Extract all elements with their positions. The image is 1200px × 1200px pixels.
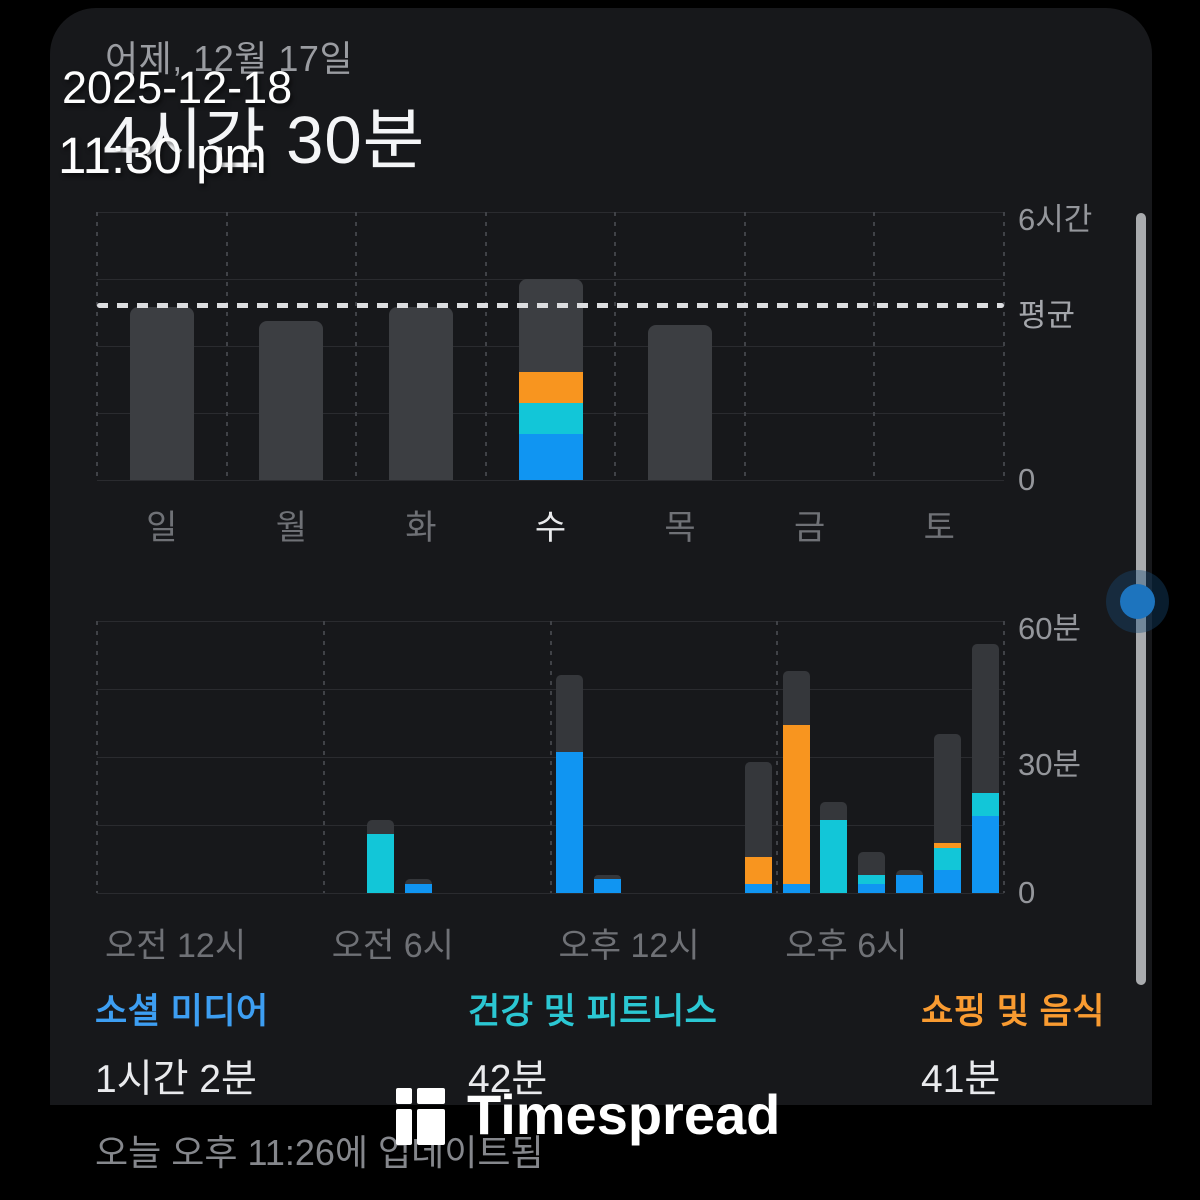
daily-bar-segment-other_daily[interactable] xyxy=(820,802,848,821)
daily-bar-segment-health[interactable] xyxy=(366,834,394,893)
legend-shopping-label: 쇼핑 및 음식 xyxy=(921,992,1105,1031)
weekly-day-label[interactable]: 목 xyxy=(664,509,696,547)
gridline-v xyxy=(225,212,228,480)
gridline-h xyxy=(97,278,1004,280)
daily-bar-segment-shopping[interactable] xyxy=(782,725,810,884)
daily-ytick: 30분 xyxy=(1018,747,1082,782)
gridline-v xyxy=(96,621,98,893)
gridline-h xyxy=(97,479,1004,481)
daily-bar-segment-social[interactable] xyxy=(404,883,432,893)
gridline-v xyxy=(549,621,552,893)
daily-bar-segment-other_daily[interactable] xyxy=(858,852,886,875)
legend-health-label: 건강 및 피트니스 xyxy=(468,992,718,1031)
legend-health-value: 42분 xyxy=(468,1058,548,1101)
gridline-v xyxy=(484,212,487,480)
gridline-v xyxy=(322,621,325,893)
gridline-v xyxy=(873,212,876,480)
daily-bar-segment-shopping[interactable] xyxy=(933,843,961,848)
timespread-logo-icon xyxy=(396,1088,445,1145)
overlay-date: 2025-12-18 xyxy=(62,62,293,113)
weekly-ytick: 6시간 xyxy=(1018,202,1093,237)
daily-bar-segment-other_daily[interactable] xyxy=(744,761,772,857)
legend-shopping-value: 41분 xyxy=(921,1058,1001,1101)
screen-time-card: 어제, 12월 17일 4시간 30분 일 월 화 수 목 금 토 오전 12시 오전 6시 오… xyxy=(50,8,1152,1105)
daily-bar-segment-social[interactable] xyxy=(782,883,810,893)
brand-watermark: Timespread xyxy=(396,1082,780,1147)
daily-bar-segment-health[interactable] xyxy=(858,874,886,884)
weekly-bar-segment-other_weekly[interactable] xyxy=(259,320,324,480)
weekly-day-label[interactable]: 금 xyxy=(793,509,826,547)
average-dashed-line xyxy=(97,302,1004,308)
legend-health-fitness[interactable]: 건강 및 피트니스 42분 xyxy=(468,983,717,1104)
weekly-bar-segment-health[interactable] xyxy=(518,402,583,434)
daily-bar-segment-other_daily[interactable] xyxy=(896,870,924,875)
weekly-bar-segment-other_weekly[interactable] xyxy=(129,307,194,480)
daily-bar-segment-other_daily[interactable] xyxy=(782,670,810,726)
daily-bar-segment-social[interactable] xyxy=(971,815,999,893)
weekly-day-label[interactable]: 일 xyxy=(146,509,178,547)
daily-bar-segment-other_daily[interactable] xyxy=(971,643,999,794)
weekly-bar-segment-other_weekly[interactable] xyxy=(648,325,713,480)
gridline-h xyxy=(97,211,1004,213)
weekly-bar-segment-shopping[interactable] xyxy=(518,372,583,403)
gridline-v xyxy=(776,621,779,893)
gridline-v xyxy=(355,212,358,480)
daily-bar-segment-social[interactable] xyxy=(933,870,961,893)
gridline-h xyxy=(97,892,1004,894)
weekly-day-label[interactable]: 수 xyxy=(534,509,567,547)
daily-bar-segment-other_daily[interactable] xyxy=(366,820,394,835)
daily-xtick: 오전 6시 xyxy=(331,927,454,965)
daily-bar-segment-social[interactable] xyxy=(896,874,924,893)
weekly-bar-segment-other_weekly[interactable] xyxy=(518,279,583,373)
weekly-bar-segment-other_weekly[interactable] xyxy=(388,306,453,480)
weekly-ytick: 0 xyxy=(1018,462,1036,497)
daily-bar-segment-health[interactable] xyxy=(820,820,848,893)
daily-xtick: 오후 6시 xyxy=(785,927,908,965)
total-usage-title: 4시간 30분 xyxy=(103,103,426,178)
gridline-v xyxy=(743,212,746,480)
legend-social-label: 소셜 미디어 xyxy=(95,992,269,1031)
daily-bar-segment-health[interactable] xyxy=(971,793,999,816)
overlay-time: 11:30 pm xyxy=(58,127,267,184)
weekly-day-label[interactable]: 화 xyxy=(405,509,437,547)
daily-bar-segment-social[interactable] xyxy=(555,752,583,893)
weekly-day-label[interactable]: 토 xyxy=(923,509,955,547)
brand-name: Timespread xyxy=(467,1083,781,1146)
daily-ytick: 60분 xyxy=(1018,611,1082,646)
daily-ytick: 0 xyxy=(1018,875,1036,910)
daily-bar-segment-other_daily[interactable] xyxy=(555,675,583,753)
daily-bar-segment-social[interactable] xyxy=(858,883,886,893)
daily-bar-segment-social[interactable] xyxy=(593,879,621,893)
date-subtitle: 어제, 12월 17일 xyxy=(105,38,354,79)
legend-social-value: 1시간 2분 xyxy=(95,1058,257,1101)
daily-bar-segment-other_daily[interactable] xyxy=(933,734,961,844)
gridline-v xyxy=(1003,212,1005,480)
weekly-bar-segment-social[interactable] xyxy=(518,433,583,480)
daily-xtick: 오후 12시 xyxy=(558,927,700,965)
daily-bar-segment-other_daily[interactable] xyxy=(404,879,432,884)
weekly-usage-chart xyxy=(96,211,1005,481)
daily-bar-segment-other_daily[interactable] xyxy=(593,874,621,880)
weekly-day-label[interactable]: 월 xyxy=(275,509,307,547)
daily-bar-segment-shopping[interactable] xyxy=(744,856,772,884)
last-updated-text: 오늘 오후 11:26에 업데이트됨 xyxy=(95,1132,544,1173)
daily-usage-chart xyxy=(96,620,1005,894)
average-label: 평균 xyxy=(1018,297,1076,333)
daily-bar-segment-health[interactable] xyxy=(933,847,961,871)
scroll-handle-dot[interactable] xyxy=(1120,584,1155,619)
gridline-v xyxy=(96,212,98,480)
legend-shopping-food[interactable]: 쇼핑 및 음식 41분 xyxy=(921,983,1105,1104)
gridline-v xyxy=(614,212,617,480)
gridline-v xyxy=(1003,621,1005,893)
daily-xtick: 오전 12시 xyxy=(105,927,247,965)
legend-social-media[interactable]: 소셜 미디어 1시간 2분 xyxy=(95,983,269,1104)
daily-bar-segment-social[interactable] xyxy=(744,883,772,893)
